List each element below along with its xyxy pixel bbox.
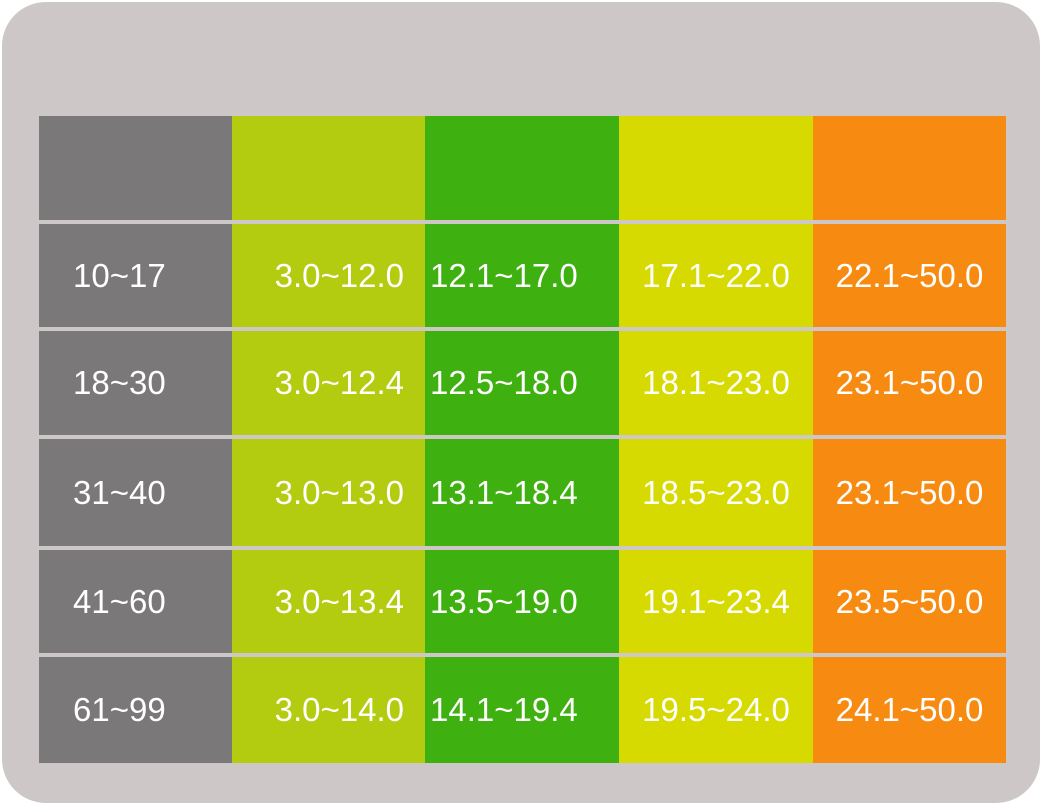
header-cell-2 bbox=[425, 116, 619, 220]
table-row: 31~40 3.0~13.0 13.1~18.4 18.5~23.0 23.1~… bbox=[39, 439, 1006, 546]
header-cell-0 bbox=[39, 116, 232, 220]
table-row: 41~60 3.0~13.4 13.5~19.0 19.1~23.4 23.5~… bbox=[39, 550, 1006, 653]
table-row: 61~99 3.0~14.0 14.1~19.4 19.5~24.0 24.1~… bbox=[39, 657, 1006, 763]
range-cell: 23.5~50.0 bbox=[813, 550, 1006, 653]
range-cell: 17.1~22.0 bbox=[619, 224, 813, 327]
range-cell: 3.0~12.4 bbox=[232, 331, 425, 435]
range-cell: 24.1~50.0 bbox=[813, 657, 1006, 763]
range-cell: 19.1~23.4 bbox=[619, 550, 813, 653]
range-cell: 18.1~23.0 bbox=[619, 331, 813, 435]
range-cell: 14.1~19.4 bbox=[425, 657, 619, 763]
range-cell: 18.5~23.0 bbox=[619, 439, 813, 546]
age-range-cell: 18~30 bbox=[39, 331, 232, 435]
age-range-cell: 31~40 bbox=[39, 439, 232, 546]
range-cell: 19.5~24.0 bbox=[619, 657, 813, 763]
range-cell: 23.1~50.0 bbox=[813, 439, 1006, 546]
range-cell: 13.1~18.4 bbox=[425, 439, 619, 546]
age-range-cell: 41~60 bbox=[39, 550, 232, 653]
range-cell: 12.1~17.0 bbox=[425, 224, 619, 327]
range-table: 10~17 3.0~12.0 12.1~17.0 17.1~22.0 22.1~… bbox=[39, 116, 1006, 763]
range-cell: 3.0~12.0 bbox=[232, 224, 425, 327]
header-cell-4 bbox=[813, 116, 1006, 220]
range-cell: 3.0~13.4 bbox=[232, 550, 425, 653]
range-cell: 22.1~50.0 bbox=[813, 224, 1006, 327]
range-cell: 3.0~14.0 bbox=[232, 657, 425, 763]
header-row bbox=[39, 116, 1006, 220]
age-range-cell: 61~99 bbox=[39, 657, 232, 763]
range-cell: 12.5~18.0 bbox=[425, 331, 619, 435]
table-row: 10~17 3.0~12.0 12.1~17.0 17.1~22.0 22.1~… bbox=[39, 224, 1006, 327]
range-cell: 3.0~13.0 bbox=[232, 439, 425, 546]
age-range-cell: 10~17 bbox=[39, 224, 232, 327]
header-cell-1 bbox=[232, 116, 425, 220]
table-row: 18~30 3.0~12.4 12.5~18.0 18.1~23.0 23.1~… bbox=[39, 331, 1006, 435]
header-cell-3 bbox=[619, 116, 813, 220]
range-cell: 23.1~50.0 bbox=[813, 331, 1006, 435]
range-cell: 13.5~19.0 bbox=[425, 550, 619, 653]
